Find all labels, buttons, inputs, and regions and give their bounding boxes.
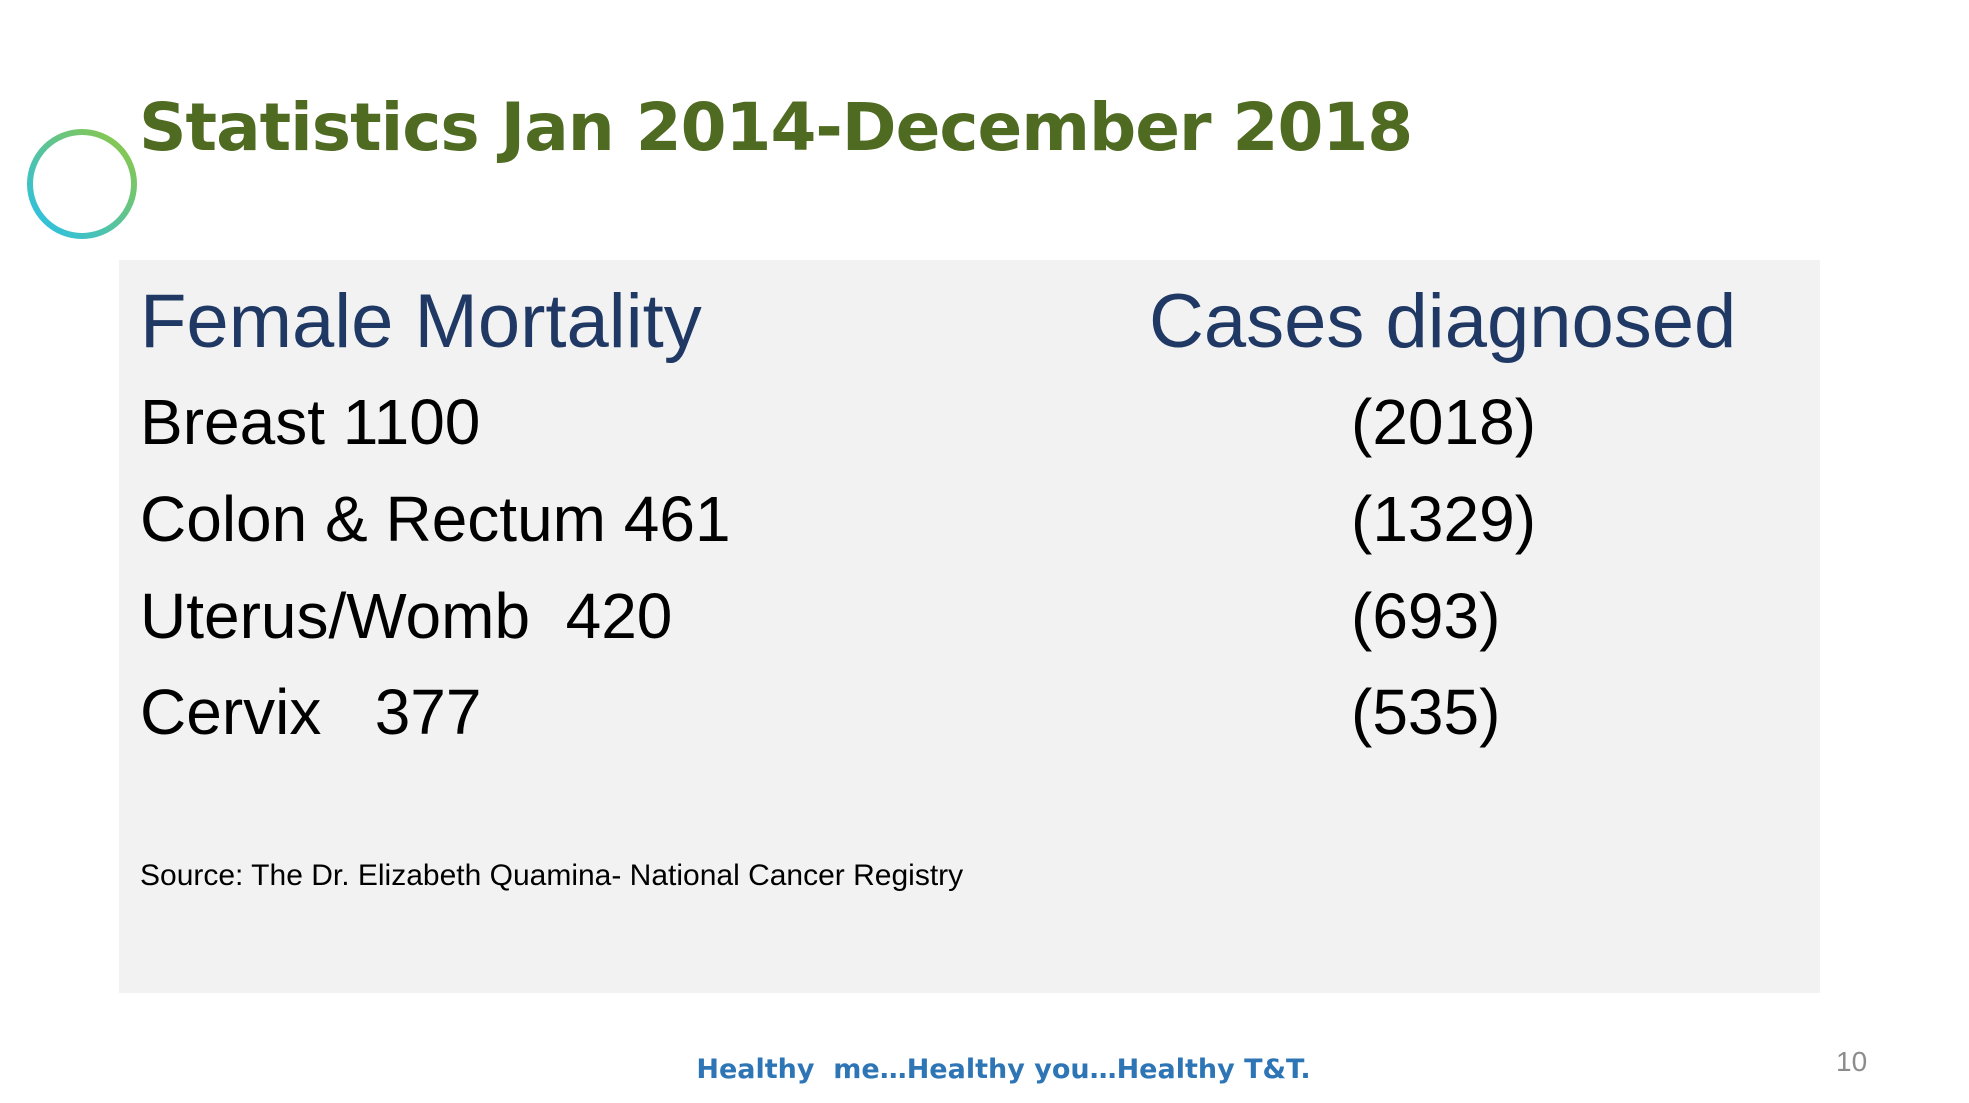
mortality-label: Cervix 377 bbox=[140, 676, 482, 748]
slide-tagline: Healthy me…Healthy you…Healthy T&T. bbox=[696, 1054, 1311, 1085]
table-row: Colon & Rectum 461 (1329) bbox=[119, 471, 1820, 567]
cases-value: (693) bbox=[1351, 580, 1501, 652]
title-circle-ornament bbox=[27, 129, 137, 239]
female-mortality-header: Female Mortality bbox=[140, 279, 702, 364]
statistics-panel: Female Mortality Cases diagnosed Breast … bbox=[119, 260, 1820, 993]
cases-value: (535) bbox=[1351, 676, 1501, 748]
cases-value: (2018) bbox=[1351, 386, 1536, 458]
source-note: Source: The Dr. Elizabeth Quamina- Natio… bbox=[140, 859, 964, 892]
table-row: Breast 1100 (2018) bbox=[119, 374, 1820, 470]
table-row: Cervix 377 (535) bbox=[119, 664, 1820, 760]
cases-value: (1329) bbox=[1351, 483, 1536, 555]
title-decoration bbox=[27, 129, 1718, 239]
cases-diagnosed-header: Cases diagnosed bbox=[1149, 279, 1737, 364]
table-row: Uterus/Womb 420 (693) bbox=[119, 568, 1820, 664]
page-number: 10 bbox=[1836, 1046, 1868, 1077]
mortality-label: Colon & Rectum 461 bbox=[140, 483, 731, 555]
mortality-label: Breast 1100 bbox=[140, 386, 481, 458]
mortality-label: Uterus/Womb 420 bbox=[140, 580, 673, 652]
slide-title: Statistics Jan 2014-December 2018 bbox=[139, 89, 1413, 166]
